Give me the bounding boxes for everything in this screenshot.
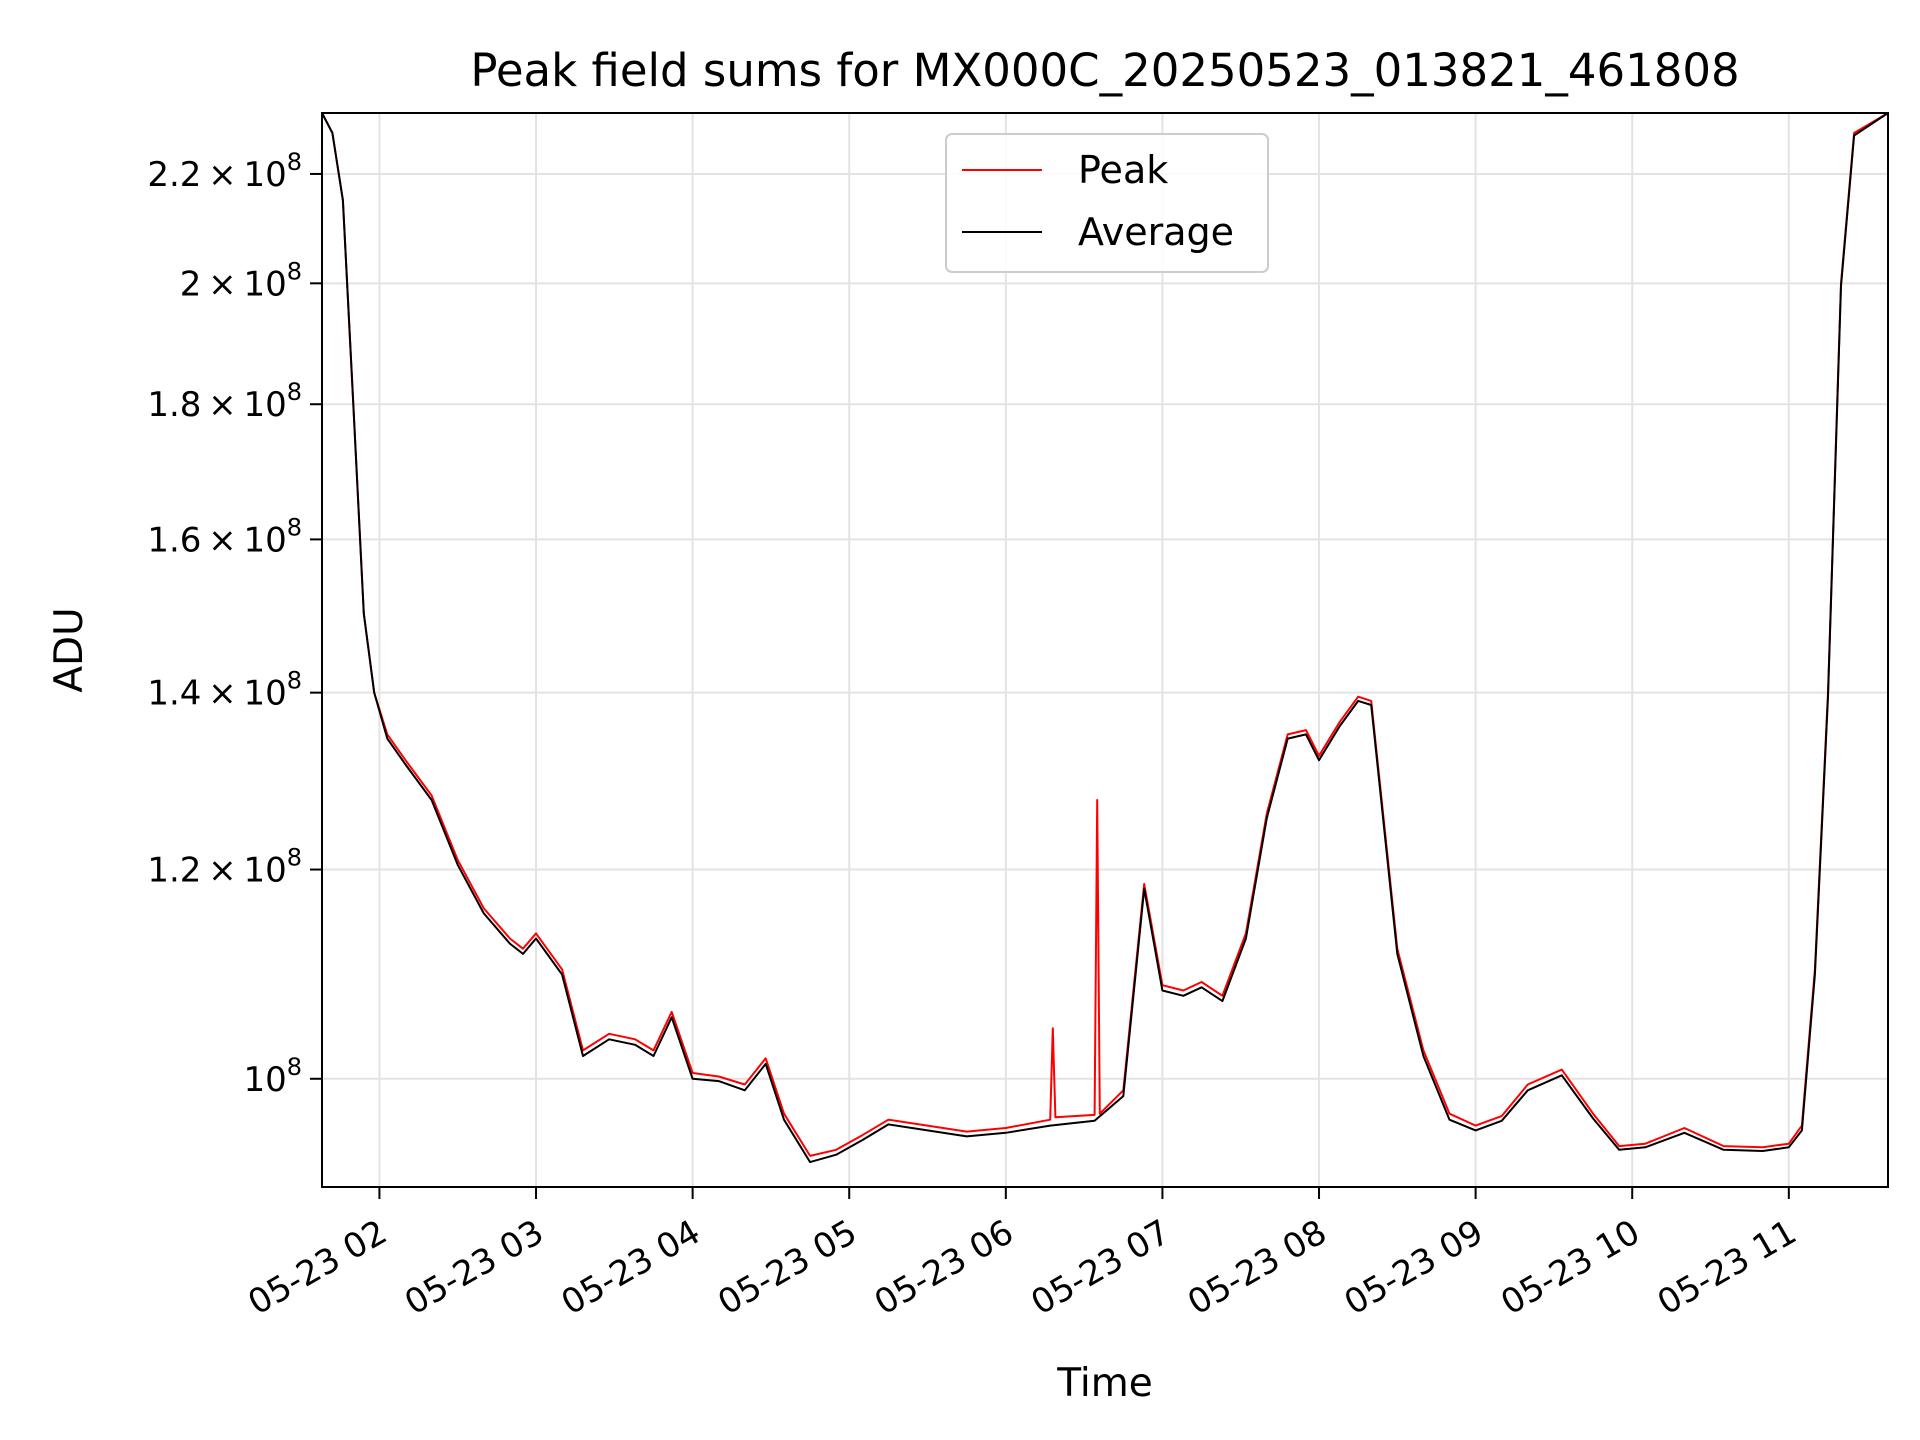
y-tick-label: 1.2 × 108	[147, 844, 302, 891]
legend-box	[945, 133, 1269, 273]
y-axis: 108 1.2 × 108 1.4 × 108 1.6 × 108 1.8 × 108 2…	[147, 148, 322, 1100]
y-tick-label: 108	[243, 1053, 302, 1100]
legend-label-peak: Peak	[1078, 148, 1168, 192]
y-tick-label: 1.8 × 108	[147, 378, 302, 425]
plot-frame	[321, 112, 1889, 1188]
y-tick-label: 2 × 108	[180, 257, 302, 304]
x-axis-label: Time	[1056, 1361, 1152, 1406]
series-line-average	[321, 112, 1889, 1164]
y-tick-label: 1.4 × 108	[147, 667, 302, 714]
grid	[322, 113, 1888, 1187]
legend: Peak Average	[945, 133, 1269, 273]
series-group	[321, 112, 1889, 1164]
chart-title: Peak field sums for MX000C_20250523_0138…	[470, 44, 1739, 97]
y-axis-label: ADU	[47, 607, 92, 692]
y-tick-label: 2.2 × 108	[147, 148, 302, 195]
legend-label-average: Average	[1078, 210, 1234, 254]
series-line-peak	[321, 112, 1889, 1157]
y-tick-label: 1.6 × 108	[147, 513, 302, 560]
